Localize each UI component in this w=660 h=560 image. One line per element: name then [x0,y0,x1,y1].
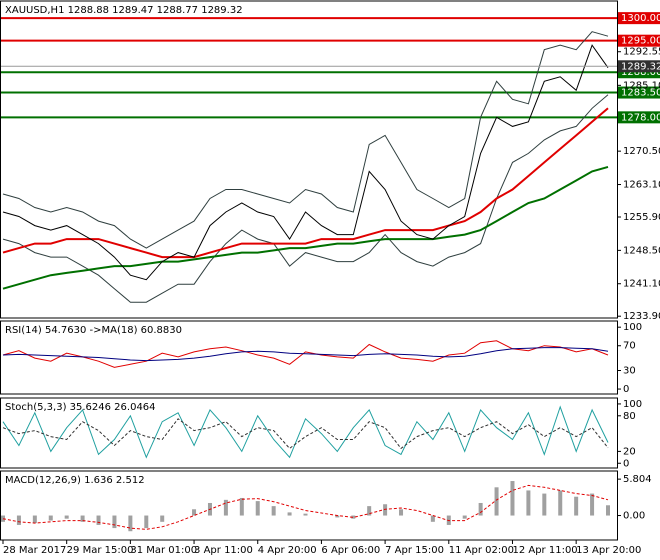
last-price-box [618,60,660,73]
panel-title: XAUUSD,H1 1288.88 1289.47 1288.77 1289.3… [5,5,243,16]
y-tick-label: 0 [623,458,629,469]
histogram-bar [239,497,244,516]
series-line [2,418,609,450]
histogram-bar [462,515,467,519]
histogram-bar [144,515,149,529]
y-tick-label: 70 [623,341,636,352]
level-label: 1288.00 [621,67,660,78]
series-line [2,44,609,281]
panel-title: Stoch(5,3,3) 35.6246 26.0464 [5,402,156,413]
histogram-bar [192,509,197,516]
histogram-bar [526,490,531,516]
histogram-bar [558,490,563,516]
y-tick-label: 1270.50 [623,146,660,157]
series-line [2,405,609,459]
series-line [2,94,609,303]
x-tick-label: 3 Apr 11:00 [194,545,253,556]
panel-frame [0,470,618,541]
histogram-bar [64,515,69,519]
series-line [2,340,609,368]
histogram-bar [287,512,292,516]
y-tick-label: 1233.90 [623,311,660,322]
histogram-bar [32,515,37,524]
x-tick-label: 29 Mar 15:00 [67,545,134,556]
histogram-bar [430,515,435,522]
histogram-bar [335,515,340,518]
histogram-bar [255,501,260,516]
y-tick-label: 80 [623,411,636,422]
last-price-label: 1289.32 [621,61,660,72]
level-label-box [618,12,660,25]
level-label: 1283.50 [621,88,660,99]
y-tick-label: 1285.10 [623,80,660,91]
y-tick-label: 100 [623,399,642,410]
series-line [2,347,609,362]
histogram-bar [494,487,499,516]
level-label: 1300.00 [621,13,660,24]
histogram-bar [574,496,579,516]
level-label: 1278.00 [621,112,660,123]
histogram-bar [351,515,356,519]
y-tick-label: 1263.10 [623,180,660,191]
x-tick-label: 11 Apr 02:00 [449,545,514,556]
histogram-bar [271,506,276,516]
y-tick-label: 0 [623,384,629,395]
x-tick-label: 12 Apr 11:00 [512,545,577,556]
panel-frame [0,397,618,469]
x-tick-label: 28 Mar 2017 [3,545,66,556]
x-tick-label: 13 Apr 20:00 [576,545,641,556]
histogram-bar [303,513,308,516]
histogram-bar [478,502,483,516]
histogram-bar [399,509,404,516]
histogram-bar [223,499,228,516]
x-tick-label: 31 Mar 01:00 [130,545,197,556]
histogram-bar [606,505,610,516]
level-label: 1295.00 [621,36,660,47]
series-line [2,107,609,259]
x-tick-label: 6 Apr 06:00 [321,545,380,556]
y-tick-label: 20 [623,446,636,457]
x-tick-label: 7 Apr 15:00 [385,545,444,556]
y-tick-label: 5.804 [623,474,652,485]
histogram-bar [112,515,117,529]
histogram-bar [80,515,85,522]
y-tick-label: 30 [623,365,636,376]
series-line [2,31,609,249]
level-label-box [618,111,660,124]
series-line [2,165,609,290]
y-tick-label: 0.00 [623,511,645,522]
histogram-bar [510,481,515,516]
histogram-bar [128,515,133,532]
histogram-bar [590,493,595,516]
histogram-bar [96,515,101,525]
y-tick-label: 100 [623,322,642,333]
series-line [2,484,609,530]
y-tick-label: 1248.50 [623,245,660,256]
level-label-box [618,86,660,99]
y-tick-label: 1241.10 [623,279,660,290]
panel-title: RSI(14) 54.7630 ->MA(18) 60.8830 [5,325,182,336]
histogram-bar [367,506,372,516]
y-tick-label: 1255.90 [623,212,660,223]
histogram-bar [48,515,53,521]
panel-title: MACD(12,26,9) 1.636 2.512 [5,475,145,486]
histogram-bar [160,515,165,522]
histogram-bar [542,493,547,516]
x-tick-label: 4 Apr 20:00 [258,545,317,556]
histogram-bar [16,515,21,525]
histogram-bar [1,515,5,522]
panel-frame [0,320,618,395]
histogram-bar [383,504,388,516]
y-tick-label: 1292.55 [623,47,660,58]
panel-frame [0,0,618,319]
level-label-box [618,34,660,47]
